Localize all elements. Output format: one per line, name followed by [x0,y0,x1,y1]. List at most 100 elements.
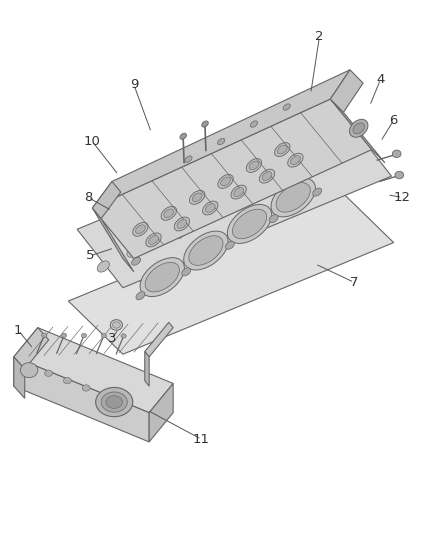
Text: 11: 11 [193,433,210,446]
Ellipse shape [185,217,198,228]
Ellipse shape [249,161,259,170]
Ellipse shape [392,150,401,158]
Ellipse shape [185,156,192,163]
Text: 6: 6 [389,114,398,127]
Ellipse shape [61,333,67,337]
Ellipse shape [82,385,90,391]
Polygon shape [68,189,394,354]
Polygon shape [92,181,121,219]
Polygon shape [77,118,392,288]
Ellipse shape [215,203,227,214]
Text: 8: 8 [84,191,92,204]
Ellipse shape [140,257,184,296]
Polygon shape [145,352,149,386]
Text: 5: 5 [86,249,95,262]
Ellipse shape [101,334,106,338]
Text: 2: 2 [315,30,324,43]
Ellipse shape [164,209,173,218]
Ellipse shape [110,320,123,330]
Ellipse shape [146,233,161,247]
Polygon shape [330,99,385,163]
Ellipse shape [274,173,286,184]
Ellipse shape [189,236,223,265]
Ellipse shape [395,171,404,179]
Ellipse shape [353,123,364,134]
Polygon shape [92,208,134,272]
Ellipse shape [226,241,234,249]
Ellipse shape [244,188,257,199]
Ellipse shape [106,395,123,408]
Text: 4: 4 [376,73,385,86]
Ellipse shape [81,334,87,338]
Ellipse shape [97,261,110,272]
Ellipse shape [184,231,228,270]
Polygon shape [145,322,173,357]
Ellipse shape [259,169,275,183]
Ellipse shape [174,217,190,231]
Ellipse shape [182,268,191,276]
Ellipse shape [219,204,228,212]
Ellipse shape [113,322,120,328]
Text: 1: 1 [14,324,22,337]
Ellipse shape [246,158,261,173]
Ellipse shape [313,188,321,196]
Ellipse shape [221,177,230,186]
Ellipse shape [145,262,180,292]
Polygon shape [14,357,25,398]
Ellipse shape [202,201,218,215]
Ellipse shape [120,400,128,406]
Ellipse shape [135,225,145,233]
Ellipse shape [283,104,290,110]
Ellipse shape [271,178,315,217]
Ellipse shape [234,188,244,197]
Ellipse shape [202,121,208,127]
Polygon shape [92,70,350,208]
Ellipse shape [233,209,267,239]
Ellipse shape [288,153,303,167]
Ellipse shape [275,143,290,157]
Ellipse shape [133,222,148,236]
Ellipse shape [306,154,315,161]
Ellipse shape [303,158,315,169]
Ellipse shape [127,246,139,257]
Ellipse shape [161,206,177,220]
Ellipse shape [45,370,53,376]
Polygon shape [149,383,173,442]
Ellipse shape [190,190,205,204]
Ellipse shape [262,177,272,185]
Ellipse shape [42,333,47,337]
Polygon shape [14,328,49,369]
Ellipse shape [101,392,109,399]
Ellipse shape [192,193,202,202]
Polygon shape [14,357,149,442]
Text: 10: 10 [84,135,101,148]
Ellipse shape [121,334,126,338]
Ellipse shape [290,156,300,165]
Ellipse shape [250,121,258,127]
Polygon shape [330,70,363,112]
Ellipse shape [205,204,215,213]
Ellipse shape [20,363,38,377]
Ellipse shape [177,220,187,228]
Text: 12: 12 [394,191,411,204]
Ellipse shape [156,232,168,243]
Ellipse shape [180,133,187,139]
Text: 7: 7 [350,276,359,289]
Ellipse shape [64,377,71,384]
Ellipse shape [227,205,272,244]
Ellipse shape [101,392,127,412]
Polygon shape [92,99,372,259]
Ellipse shape [276,183,311,212]
Ellipse shape [262,172,272,181]
Ellipse shape [175,231,184,239]
Ellipse shape [131,257,141,265]
Text: 3: 3 [108,332,116,345]
Ellipse shape [269,215,278,223]
Ellipse shape [95,387,133,417]
Ellipse shape [136,292,145,300]
Ellipse shape [148,236,159,244]
Ellipse shape [277,145,287,154]
Polygon shape [92,99,372,259]
Ellipse shape [26,362,34,369]
Ellipse shape [218,139,225,145]
